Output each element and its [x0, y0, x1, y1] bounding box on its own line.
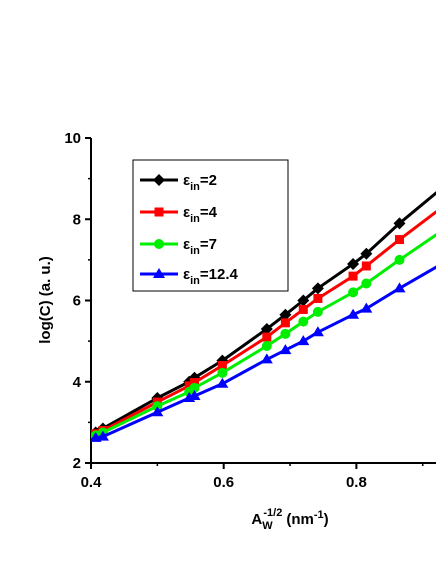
x-axis-title-unit: (nm	[286, 511, 314, 528]
data-point-circle	[217, 367, 228, 378]
legend-label: εin=4	[183, 204, 218, 225]
x-axis-title-base: A	[251, 511, 262, 528]
data-point-circle	[189, 382, 200, 393]
legend-epsilon: ε	[183, 204, 190, 221]
legend-label: εin=2	[183, 172, 217, 193]
x-tick-label: 0.8	[346, 474, 367, 491]
legend-item: εin=4	[140, 204, 218, 225]
legend-subscript: in	[190, 181, 200, 193]
data-point-triangle	[96, 430, 109, 441]
series-3	[91, 265, 436, 442]
data-point-diamond	[393, 217, 406, 230]
data-point-circle	[152, 401, 163, 412]
y-ticks: 2 4 6 8 10	[64, 130, 91, 472]
data-point-square	[395, 235, 405, 245]
data-point-circle	[298, 316, 309, 327]
x-axis-title-sup: -1/2	[263, 507, 282, 519]
legend-label: εin=7	[183, 236, 217, 257]
y-axis-title: log(C) (a. u.)	[37, 256, 54, 343]
legend-subscript: in	[190, 275, 200, 287]
legend-subscript: in	[190, 245, 200, 257]
data-point-diamond	[153, 174, 165, 186]
data-point-circle	[348, 287, 359, 298]
data-point-circle	[261, 341, 272, 351]
x-axis-title-unit-sup: -1	[314, 509, 324, 521]
data-point-square	[184, 381, 194, 391]
data-point-square	[313, 293, 323, 303]
legend-item: εin=7	[140, 236, 217, 257]
legend-item: εin=2	[140, 172, 217, 193]
data-point-square	[348, 271, 358, 281]
data-point-square	[298, 304, 308, 314]
data-point-triangle	[279, 344, 292, 355]
legend-value: =2	[200, 172, 217, 189]
data-point-diamond	[360, 247, 373, 260]
x-tick-label: 0.6	[213, 474, 234, 491]
data-point-triangle	[153, 268, 165, 278]
y-tick-label: 8	[73, 211, 81, 228]
y-tick-label: 4	[73, 374, 82, 391]
legend-epsilon: ε	[183, 236, 190, 253]
x-axis-title-unit-close: )	[324, 511, 329, 528]
data-point-triangle	[347, 308, 360, 319]
legend-item: εin=12.4	[140, 266, 239, 287]
data-point-circle	[280, 328, 291, 339]
x-axis-title-sub: W	[262, 520, 273, 532]
legend-value: =7	[200, 236, 217, 253]
data-point-diamond	[297, 294, 310, 307]
data-point-circle	[361, 278, 372, 289]
data-point-triangle	[360, 302, 373, 313]
data-point-triangle	[151, 406, 164, 417]
data-point-square	[217, 361, 227, 370]
data-point-triangle	[188, 389, 201, 400]
y-tick-label: 10	[64, 130, 81, 147]
data-point-triangle	[260, 353, 273, 364]
data-point-triangle	[297, 335, 310, 346]
data-point-circle	[154, 239, 164, 249]
y-axis-title-text: log(C) (a. u.)	[37, 256, 54, 343]
data-point-triangle	[393, 282, 406, 293]
data-point-diamond	[260, 322, 273, 335]
y-tick-label: 6	[73, 293, 81, 310]
legend-label: εin=12.4	[183, 266, 239, 287]
legend-subscript: in	[190, 213, 200, 225]
data-point-square	[190, 378, 199, 388]
data-point-diamond	[347, 257, 360, 270]
x-tick-label: 0.4	[81, 474, 103, 491]
data-point-circle	[312, 306, 323, 317]
data-point-diamond	[311, 282, 324, 295]
data-point-square	[280, 318, 290, 328]
data-point-square	[262, 332, 272, 342]
legend-epsilon: ε	[183, 266, 190, 283]
y-tick-label: 2	[73, 455, 81, 472]
data-point-triangle	[311, 326, 324, 337]
legend-epsilon: ε	[183, 172, 190, 189]
x-axis-title: AW-1/2 (nm-1)	[251, 507, 328, 532]
data-point-square	[154, 207, 164, 217]
data-point-diamond	[279, 308, 292, 321]
series-layer	[91, 191, 436, 442]
legend-value: =12.4	[200, 266, 239, 283]
data-point-triangle	[216, 377, 229, 388]
x-ticks: 0.4 0.6 0.8	[81, 463, 424, 491]
data-point-square	[361, 261, 371, 271]
data-point-circle	[394, 254, 405, 265]
legend-value: =4	[200, 204, 218, 221]
